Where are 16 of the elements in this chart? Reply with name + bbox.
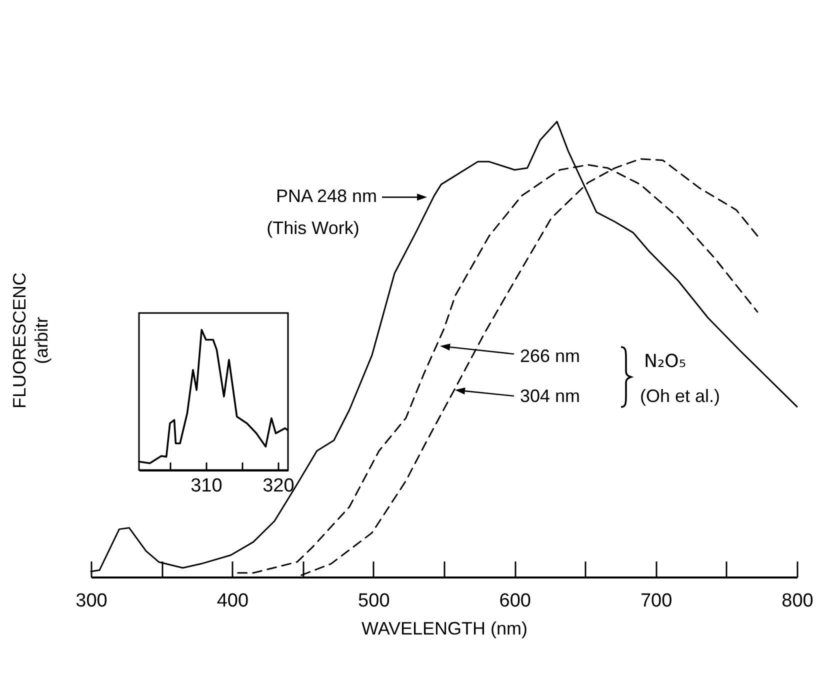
- annotation: 266 nm: [520, 346, 580, 366]
- x-tick-label: 310: [190, 476, 222, 496]
- x-tick-label: 400: [216, 590, 249, 612]
- x-tick-label: 600: [499, 590, 531, 612]
- x-tick-label: 700: [640, 590, 672, 612]
- x-tick-label: 800: [782, 590, 814, 612]
- annotation: PNA 248 nm: [276, 186, 378, 206]
- annotation: 304 nm: [520, 386, 580, 406]
- annotation: (Oh et al.): [640, 386, 720, 406]
- annotation: N₂O₅: [644, 351, 686, 372]
- x-tick-label: 320: [262, 476, 294, 496]
- annotation: (This Work): [266, 218, 360, 238]
- y-axis-title: FLUORESCENC (arbitr: [10, 272, 52, 409]
- x-tick-label: 300: [76, 590, 108, 612]
- x-axis-title: WAVELENGTH (nm): [361, 618, 528, 638]
- x-tick-label: 500: [358, 590, 390, 612]
